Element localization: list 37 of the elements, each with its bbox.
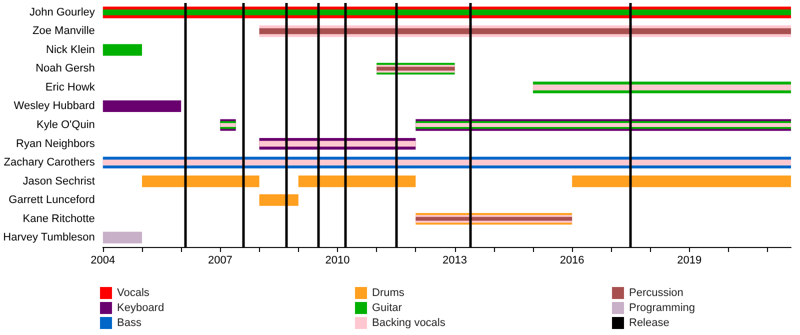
- y-tick-label: Wesley Hubbard: [14, 100, 95, 112]
- y-tick-label: Eric Howk: [45, 81, 96, 94]
- y-tick-label: John Gourley: [29, 6, 96, 18]
- legend-label: Percussion: [629, 287, 684, 299]
- bar: [102, 100, 182, 112]
- bar: [259, 194, 298, 206]
- y-tick-label: Zachary Carothers: [4, 156, 96, 169]
- y-tick-label: Jason Sechrist: [22, 175, 95, 188]
- bar: [532, 84, 791, 90]
- legend-label: Drums: [372, 287, 405, 299]
- bar: [298, 175, 416, 188]
- y-tick-label: Noah Gersh: [36, 62, 95, 75]
- y-tick-label: Harvey Tumbleson: [3, 232, 95, 244]
- x-tick-label: 2004: [90, 254, 116, 266]
- x-tick-label: 2016: [560, 254, 584, 266]
- bar: [102, 232, 142, 244]
- y-tick-label: Zoe Manville: [32, 25, 95, 38]
- legend-label: Release: [629, 317, 670, 329]
- x-tick-label: 2019: [677, 254, 702, 266]
- legend-label: Backing vocals: [372, 317, 446, 329]
- legend-label: Programming: [629, 302, 696, 314]
- legend-label: Guitar: [372, 302, 402, 314]
- x-tick-label: 2007: [208, 254, 232, 266]
- legend-label: Keyboard: [117, 302, 164, 314]
- y-tick-label: Garrett Lunceford: [8, 194, 95, 206]
- bar: [572, 175, 791, 188]
- y-tick-label: Ryan Neighbors: [16, 138, 96, 150]
- legend-label: Bass: [117, 317, 142, 329]
- legend-label: Vocals: [117, 287, 150, 299]
- x-tick-label: 2013: [442, 254, 468, 266]
- y-tick-label: Nick Klein: [46, 44, 95, 56]
- bar: [102, 44, 142, 56]
- bar: [142, 175, 260, 188]
- bar: [102, 160, 791, 166]
- y-tick-label: Kane Ritchotte: [22, 212, 95, 225]
- y-tick-label: Kyle O'Quin: [36, 119, 95, 131]
- x-tick-label: 2010: [325, 254, 350, 266]
